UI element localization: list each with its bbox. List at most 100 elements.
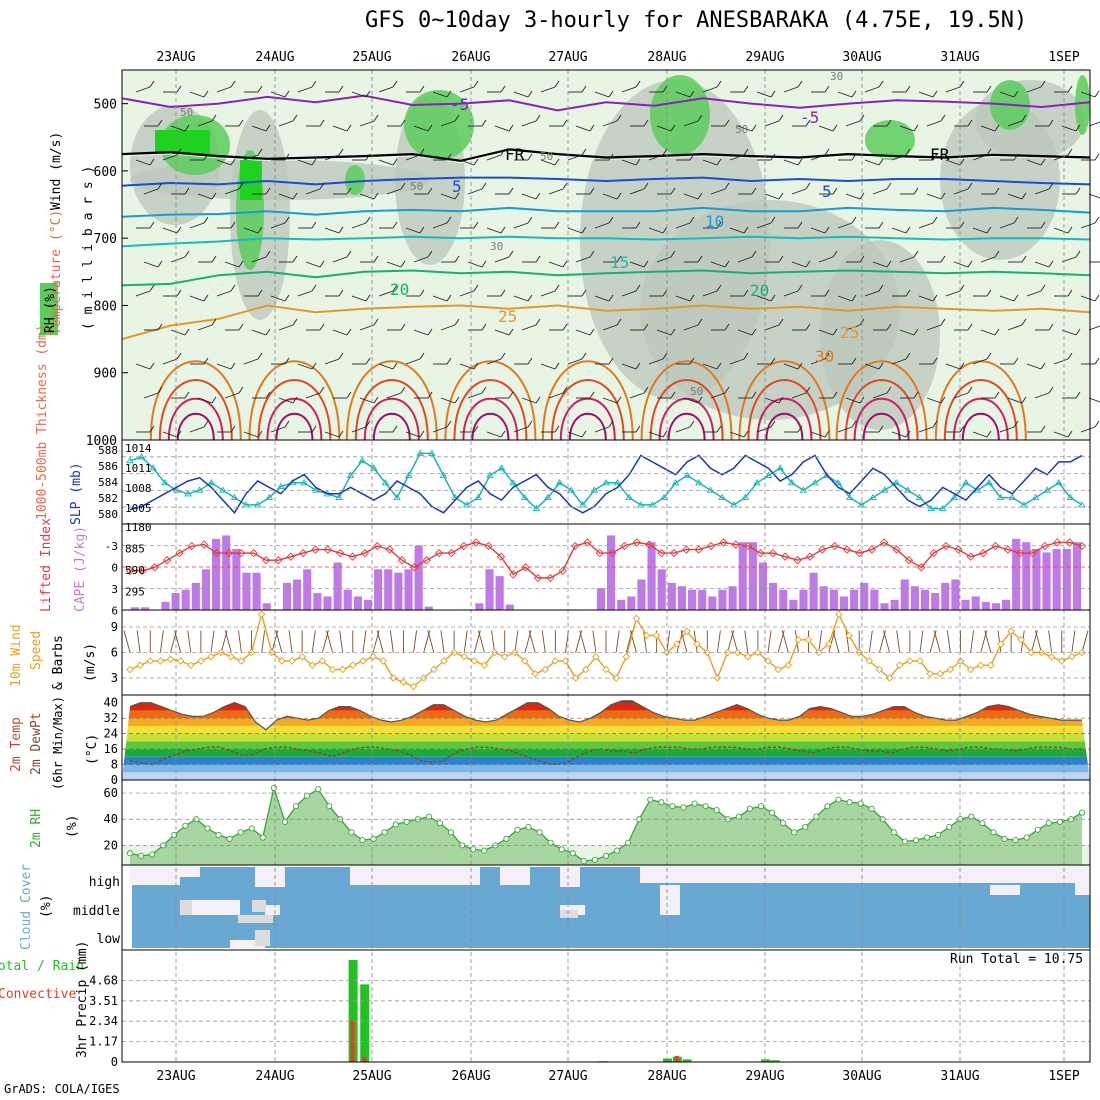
wind-barb [324,154,340,161]
cape-bar [991,603,1000,610]
wind-barb [702,159,718,166]
cloud-clear-block [1075,880,1090,895]
cape-bar [708,596,717,610]
wind-barb-flag [878,362,884,370]
wind-barb [540,363,556,370]
wind-barb-10m [376,630,384,653]
wind-barb-flag [319,182,325,190]
wind-barb-flag [184,124,190,132]
rh2m-point [1078,809,1086,816]
cape-bar [303,569,312,610]
wind-barb [224,261,240,268]
rh2m-point [1023,834,1030,841]
rh2m-point [968,813,975,820]
wind-barb-flag [481,323,487,331]
rh2m-point [791,829,798,836]
wind-barb [216,290,232,297]
wind-barb-flag [527,216,533,224]
wind-barb-flag [751,391,757,399]
rh-high-area [345,165,365,195]
wind-speed-point [389,674,398,682]
cape-bar [951,579,960,610]
wind-barb-flag [913,250,919,258]
wind-barb [162,154,178,161]
lifted-index-point [818,545,827,554]
wind-barb-flag [805,119,811,127]
lifted-index-point [298,548,308,558]
thickness-point [915,493,924,501]
cape-bar [596,588,605,610]
top-date-label: 30AUG [842,50,881,65]
wind-barb [891,431,907,438]
wind-speed-point [764,657,772,665]
thickness-tick: 588 [98,444,118,457]
cape-bar [779,589,788,610]
wind-barb-flag [986,352,992,360]
wind-barb-flag [986,430,992,438]
precip-total-bar [360,984,370,1062]
wind-barb-flag [1040,80,1046,88]
wind-barb [945,363,961,370]
wind-barb-flag [1013,357,1019,365]
thickness-point [567,486,575,493]
wind-barb-flag [1013,420,1019,428]
wind-barb-flag [238,119,244,127]
wind-barb-flag [319,386,325,394]
wind-barb-flag [743,430,749,438]
isotherm-surface [471,412,510,441]
wind-barb-flag [994,328,1000,336]
rh2m-point [547,839,554,846]
wind-barb-flag [473,362,479,370]
thickness-point [1020,501,1028,508]
wind-barb-flag [770,90,776,98]
rh2m-point [281,818,289,825]
wind-barb-flag [554,284,560,292]
wind-speed-point [430,665,438,674]
ylabel-temp-unit: (°C) [85,734,100,765]
thickness-point [428,449,436,456]
wind-barb-flag [292,255,298,263]
thickness-point [776,464,784,471]
wind-barb [729,358,745,365]
lifted-index-point [880,538,889,547]
lifted-index-point [162,556,172,565]
wind-barb-flag [1048,323,1054,331]
lifted-index-point [583,538,592,547]
rh2m-point [425,813,432,820]
bottom-date-label: 1SEP [1048,1069,1079,1084]
wind-barb [405,358,421,365]
wind-barb [972,431,988,438]
wind-barb [945,290,961,297]
lifted-index-point [842,545,852,554]
wind-barb [648,431,664,438]
wind-barb [926,120,942,127]
wind-barb-flag [392,158,398,166]
lifted-index-point [1003,545,1012,554]
wind-barb-flag [913,328,919,336]
wind-barb [918,91,934,98]
isotherm-surface [835,360,928,441]
wind-barb [378,290,394,297]
cloud-partial-block [255,930,270,946]
isotherm-minus5 [121,94,1091,112]
thickness-point [544,493,552,501]
wind-barb [351,91,367,98]
wind-barb-flag [905,430,911,438]
wind-barb-10m [579,630,587,653]
cape-bar [252,572,261,610]
wind-barb [710,188,726,195]
wind-speed-point [409,682,418,691]
wind-barb-flag [527,357,533,365]
wind-barb [675,91,691,98]
pressure-tick-label: 800 [94,299,117,314]
isotherm-surface [559,397,616,441]
wind-barb-flag [265,391,271,399]
rh2m-point [680,804,687,811]
wind-barb-flag [338,226,344,234]
thickness-point [1008,493,1017,501]
ylabel-precip-unit: 3hr Precip (mm) [75,941,90,1058]
wind-barb-flag [967,260,973,268]
isotherm-label: 20 [750,281,769,300]
wind-barb [297,86,313,93]
wind-barb [783,86,799,93]
